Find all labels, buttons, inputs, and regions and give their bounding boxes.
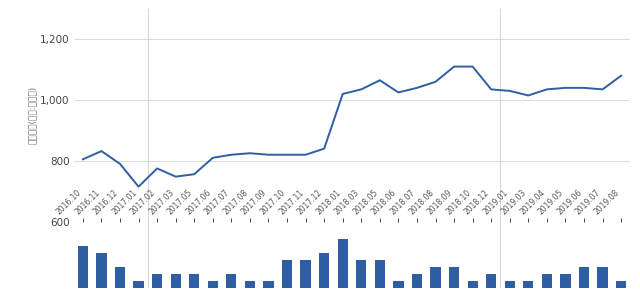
Bar — [264, 281, 273, 288]
Bar — [227, 274, 236, 288]
Bar — [431, 267, 440, 288]
Bar — [189, 274, 199, 288]
Bar — [78, 246, 88, 288]
Bar — [486, 274, 496, 288]
Bar — [152, 274, 162, 288]
Bar — [338, 239, 348, 288]
Bar — [505, 281, 515, 288]
Y-axis label: 거래금액(단위:백만원): 거래금액(단위:백만원) — [28, 86, 37, 144]
Bar — [598, 267, 607, 288]
Bar — [171, 274, 180, 288]
Bar — [524, 281, 533, 288]
Bar — [319, 253, 329, 288]
Bar — [356, 260, 366, 288]
Bar — [579, 267, 589, 288]
Bar — [301, 260, 310, 288]
Bar — [542, 274, 552, 288]
Bar — [245, 281, 255, 288]
Bar — [468, 281, 477, 288]
Bar — [394, 281, 403, 288]
Bar — [561, 274, 570, 288]
Bar — [115, 267, 125, 288]
Bar — [616, 281, 626, 288]
Bar — [449, 267, 459, 288]
Bar — [208, 281, 218, 288]
Bar — [282, 260, 292, 288]
Bar — [375, 260, 385, 288]
Bar — [134, 281, 143, 288]
Bar — [412, 274, 422, 288]
Bar — [97, 253, 106, 288]
